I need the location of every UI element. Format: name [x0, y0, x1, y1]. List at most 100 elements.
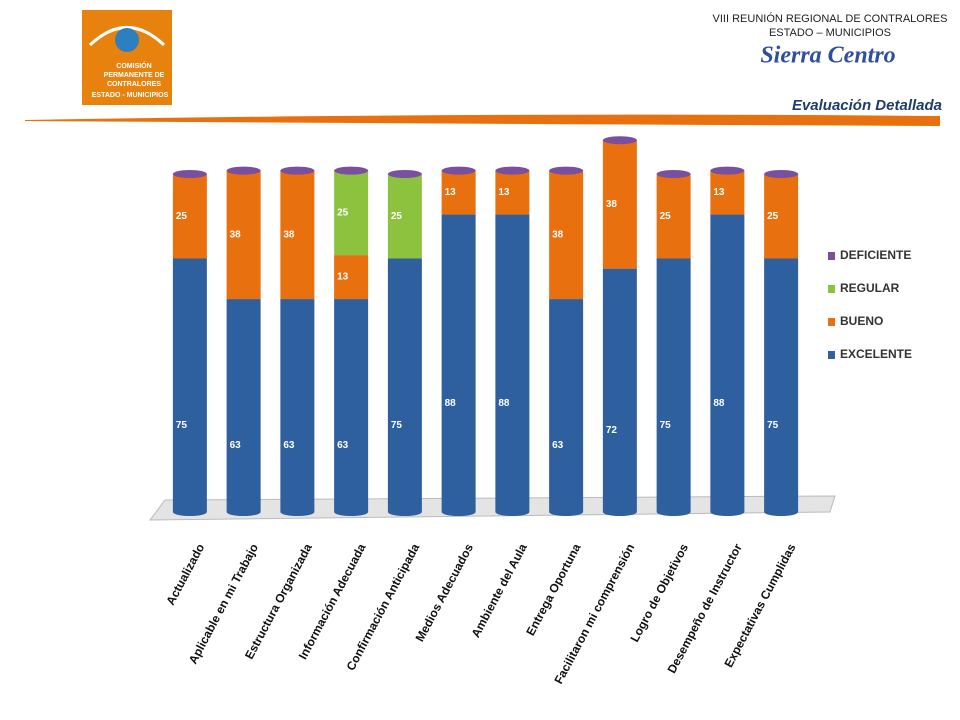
- logo-line: ESTADO - MUNICIPIOS: [92, 92, 169, 99]
- bar-segment: [334, 170, 369, 256]
- legend-label: BUENO: [840, 314, 883, 328]
- bar-bottom: [334, 508, 369, 516]
- bar-segment: [172, 258, 207, 512]
- legend-swatch: [828, 285, 835, 293]
- legend-swatch: [828, 351, 835, 359]
- data-label: 13: [713, 187, 725, 198]
- data-label: 25: [337, 208, 349, 219]
- bar-segment: [495, 170, 530, 215]
- data-label: 25: [391, 211, 403, 222]
- data-label: 75: [391, 420, 403, 431]
- bar-bottom: [602, 508, 637, 516]
- data-label: 63: [337, 440, 349, 451]
- bar-segment: [764, 174, 799, 259]
- data-label: 63: [230, 440, 242, 451]
- bar-segment: [226, 299, 261, 512]
- bar-bottom: [710, 508, 745, 516]
- legend-label: REGULAR: [840, 281, 900, 295]
- bar-cap: [710, 166, 745, 175]
- bar-bottom: [172, 508, 207, 516]
- data-label: 63: [283, 440, 295, 451]
- data-label: 13: [498, 187, 510, 198]
- bar-bottom: [387, 508, 422, 516]
- logo-line: COMISIÓN: [116, 61, 151, 70]
- event-line: VIII REUNIÓN REGIONAL DE CONTRALORES: [713, 12, 948, 25]
- logo: [82, 10, 172, 105]
- bar-bottom: [656, 508, 691, 516]
- x-tick-label: Actualizado: [163, 541, 207, 607]
- bar-segment: [334, 299, 369, 512]
- bar-bottom: [495, 508, 530, 516]
- bar-segment: [495, 214, 530, 512]
- bar-segment: [280, 170, 315, 300]
- bar-segment: [441, 170, 476, 215]
- bar-segment: [602, 140, 637, 269]
- data-label: 63: [552, 440, 564, 451]
- bar-segment: [172, 174, 207, 259]
- bar-bottom: [549, 508, 584, 516]
- section-title: Evaluación Detallada: [792, 97, 942, 114]
- legend-label: EXCELENTE: [840, 347, 912, 361]
- bar-bottom: [441, 508, 476, 516]
- bar-cap: [549, 166, 584, 175]
- bar-cap: [280, 166, 315, 175]
- data-label: 25: [176, 211, 188, 222]
- bar-segment: [280, 299, 315, 512]
- data-label: 72: [606, 425, 618, 436]
- bar-segment: [387, 258, 422, 512]
- bar-bottom: [280, 508, 315, 516]
- bar-bottom: [764, 508, 799, 516]
- data-label: 38: [606, 199, 618, 210]
- legend-box: [822, 238, 912, 368]
- bar-bottom: [226, 508, 261, 516]
- bar-segment: [334, 255, 369, 300]
- bar-segment: [764, 258, 799, 512]
- bar-cap: [172, 170, 207, 178]
- bar-cap: [656, 170, 691, 178]
- bar-segment: [387, 174, 422, 259]
- bar-segment: [602, 268, 637, 512]
- data-label: 38: [552, 229, 564, 240]
- data-label: 75: [176, 420, 188, 431]
- data-label: 25: [767, 211, 779, 222]
- header-rule: [25, 114, 940, 126]
- logo-line: CONTRALORES: [107, 81, 161, 88]
- data-label: 75: [767, 420, 779, 431]
- bar-cap: [602, 136, 637, 145]
- x-tick-label: Logro de Objetivos: [627, 541, 691, 644]
- bar-cap: [226, 166, 261, 175]
- data-label: 88: [498, 398, 510, 409]
- logo-arc: [88, 26, 166, 47]
- data-label: 88: [445, 398, 457, 409]
- logo-line: PERMANENTE DE: [104, 72, 165, 79]
- legend-swatch: [828, 252, 835, 260]
- data-label: 38: [283, 229, 295, 240]
- bar-cap: [764, 170, 799, 178]
- event-name: Sierra Centro: [760, 43, 895, 69]
- bar-segment: [226, 170, 261, 300]
- legend-swatch: [828, 318, 835, 326]
- x-tick-label: Entrega Oportuna: [523, 541, 583, 638]
- bar-segment: [710, 214, 745, 512]
- bar-segment: [656, 258, 691, 512]
- bar-segment: [710, 170, 745, 215]
- data-label: 25: [660, 211, 672, 222]
- data-label: 38: [230, 229, 242, 240]
- data-label: 13: [337, 272, 349, 283]
- logo-text: COMISIÓN PERMANENTE DE CONTRALORES ESTAD…: [92, 61, 169, 99]
- bar-segment: [656, 174, 691, 259]
- data-label: 88: [713, 398, 725, 409]
- x-tick-label: Ambiente del Aula: [469, 541, 530, 640]
- data-label: 13: [445, 187, 457, 198]
- bar-segment: [441, 214, 476, 512]
- event-line: ESTADO – MUNICIPIOS: [769, 27, 891, 39]
- data-label: 75: [660, 420, 672, 431]
- bar-cap: [441, 166, 476, 175]
- bar-segment: [549, 170, 584, 300]
- bar-cap: [495, 166, 530, 175]
- bar-cap: [334, 166, 369, 175]
- logo-circle: [115, 28, 139, 52]
- bar-cap: [387, 170, 422, 178]
- x-tick-label: Medios Adecuados: [413, 541, 477, 644]
